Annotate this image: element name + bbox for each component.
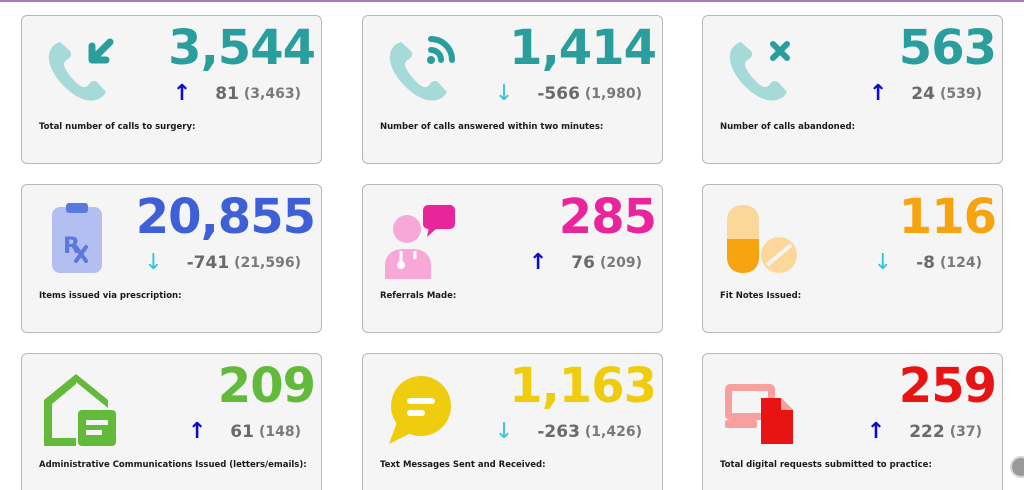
change-value: 24 <box>911 84 935 104</box>
change-value: 222 <box>909 422 945 442</box>
change-value: -8 <box>916 253 935 273</box>
previous-value: (209) <box>599 255 642 271</box>
incoming-call-icon <box>40 30 120 110</box>
prescriptions-card: R 20,855 ↓ -741 (21,596) Items issued vi… <box>21 184 322 333</box>
previous-value: (1,980) <box>584 86 642 102</box>
previous-value: (37) <box>949 424 982 440</box>
card-label: Referrals Made: <box>380 291 457 301</box>
change-value: 76 <box>571 253 595 273</box>
calls-total-change: ↑ 81 (3,463) <box>173 82 301 106</box>
pills-icon <box>721 199 801 279</box>
text-messages-change: ↓ -263 (1,426) <box>495 420 642 444</box>
doctor-referral-icon <box>381 199 461 279</box>
trend-up-icon: ↑ <box>866 419 886 444</box>
house-letter-icon <box>40 368 120 448</box>
fit-notes-card: 116 ↓ -8 (124) Fit Notes Issued: <box>702 184 1003 333</box>
calls-answered-value: 1,414 <box>509 20 657 76</box>
prescriptions-value: 20,855 <box>135 189 316 245</box>
text-messages-value: 1,163 <box>509 358 657 414</box>
call-answered-icon <box>381 30 461 110</box>
calls-to-surgery-card: 3,544 ↑ 81 (3,463) Total number of calls… <box>21 15 322 164</box>
trend-down-icon: ↓ <box>494 81 514 106</box>
change-value: -566 <box>537 84 580 104</box>
previous-value: (148) <box>258 424 301 440</box>
prescriptions-change: ↓ -741 (21,596) <box>144 251 301 275</box>
card-label: Number of calls answered within two minu… <box>380 122 604 132</box>
admin-communications-value: 209 <box>217 358 316 414</box>
change-value: 61 <box>230 422 254 442</box>
card-label: Items issued via prescription: <box>39 291 182 301</box>
change-value: 81 <box>215 84 239 104</box>
card-label: Number of calls abandoned: <box>720 122 855 132</box>
digital-request-icon <box>721 368 801 448</box>
card-label: Total number of calls to surgery: <box>39 122 196 132</box>
digital-requests-card: 259 ↑ 222 (37) Total digital requests su… <box>702 353 1003 490</box>
trend-down-icon: ↓ <box>494 419 514 444</box>
fit-notes-value: 116 <box>898 189 997 245</box>
admin-communications-change: ↑ 61 (148) <box>188 420 301 444</box>
change-value: -741 <box>186 253 230 273</box>
calls-abandoned-card: 563 ↑ 24 (539) Number of calls abandoned… <box>702 15 1003 164</box>
trend-up-icon: ↑ <box>187 419 207 444</box>
previous-value: (21,596) <box>234 255 301 271</box>
calls-total-value: 3,544 <box>168 20 316 76</box>
calls-answered-card: 1,414 ↓ -566 (1,980) Number of calls ans… <box>362 15 663 164</box>
calls-answered-change: ↓ -566 (1,980) <box>495 82 642 106</box>
referrals-value: 285 <box>558 189 657 245</box>
svg-text:R: R <box>63 234 80 259</box>
previous-value: (3,463) <box>243 86 301 102</box>
calls-abandoned-value: 563 <box>898 20 997 76</box>
card-label: Text Messages Sent and Received: <box>380 460 546 470</box>
referrals-change: ↑ 76 (209) <box>529 251 642 275</box>
card-label: Administrative Communications Issued (le… <box>39 460 307 470</box>
card-label: Total digital requests submitted to prac… <box>720 460 932 470</box>
prescription-clipboard-icon: R <box>40 199 120 279</box>
digital-requests-change: ↑ 222 (37) <box>867 420 982 444</box>
trend-up-icon: ↑ <box>528 250 548 275</box>
scroll-button[interactable] <box>1010 456 1024 478</box>
trend-down-icon: ↓ <box>144 250 163 275</box>
previous-value: (124) <box>939 255 982 271</box>
referrals-card: 285 ↑ 76 (209) Referrals Made: <box>362 184 663 333</box>
previous-value: (539) <box>939 86 982 102</box>
digital-requests-value: 259 <box>898 358 997 414</box>
previous-value: (1,426) <box>584 424 642 440</box>
speech-bubble-icon <box>381 368 461 448</box>
trend-up-icon: ↑ <box>868 81 888 106</box>
text-messages-card: 1,163 ↓ -263 (1,426) Text Messages Sent … <box>362 353 663 490</box>
trend-down-icon: ↓ <box>873 250 893 275</box>
card-label: Fit Notes Issued: <box>720 291 802 301</box>
top-accent-line <box>0 0 1024 2</box>
admin-communications-card: 209 ↑ 61 (148) Administrative Communicat… <box>21 353 322 490</box>
change-value: -263 <box>537 422 580 442</box>
calls-abandoned-change: ↑ 24 (539) <box>869 82 982 106</box>
trend-up-icon: ↑ <box>172 81 192 106</box>
call-abandoned-icon <box>721 30 801 110</box>
fit-notes-change: ↓ -8 (124) <box>874 251 982 275</box>
